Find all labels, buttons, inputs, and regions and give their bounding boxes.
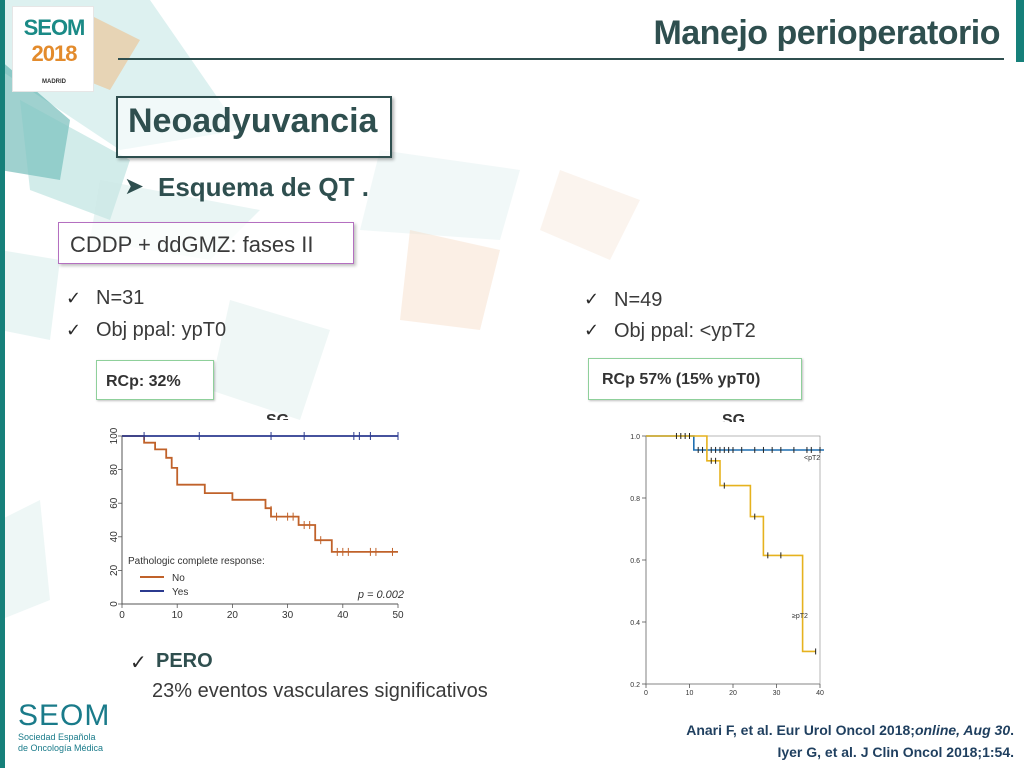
section-title-box (116, 96, 392, 158)
slide-title: Manejo perioperatorio (653, 14, 1000, 52)
scheme-text: CDDP + ddGMZ: fases II (70, 232, 314, 257)
reference-anari-end: . (1010, 722, 1014, 738)
right-plot-background (612, 422, 824, 700)
right-km-chart: 0.2 0.4 0.6 0.8 1.0 0 10 20 30 40 <pT2 ≥pT2 (630, 433, 824, 697)
arrow-bullet-icon: ➤ (124, 173, 145, 200)
y-tick-label: 20 (109, 564, 120, 576)
curve-label-ge-pt2: ≥pT2 (792, 613, 808, 620)
x-tick-label: 10 (172, 610, 184, 621)
logo-seom-text: SEOM (23, 15, 86, 40)
bullet-heading: Esquema de QT . (158, 172, 369, 202)
scheme-box (58, 222, 354, 264)
left-plot-background (92, 420, 414, 638)
x-tick-label: 10 (686, 690, 694, 697)
check-icon: ✓ (584, 289, 600, 309)
legend-label-yes: Yes (172, 587, 188, 598)
right-study-n: N=49 (614, 289, 663, 311)
left-study-objective: Obj ppal: ypT0 (96, 319, 227, 341)
reference-anari-plain: Anari F, et al. Eur Urol Oncol 2018; (686, 722, 915, 738)
axis-frame (121, 436, 398, 605)
x-tick-label: 30 (773, 690, 781, 697)
pero-heading: PERO (156, 650, 213, 672)
right-rcp-text: RCp 57% (15% ypT0) (602, 371, 761, 388)
chart-legend: Pathologic complete response: No Yes p =… (128, 556, 404, 601)
left-study-n: N=31 (96, 287, 145, 309)
chart-series (646, 433, 824, 655)
x-tick-label: 20 (729, 690, 737, 697)
left-rcp-box (96, 360, 214, 400)
km-curve-b (646, 435, 816, 653)
x-tick-label: 30 (282, 610, 294, 621)
km-curve-a (646, 435, 824, 451)
footer-society-line2: de Oncología Médica (18, 743, 104, 753)
y-tick-label: 40 (109, 531, 120, 543)
y-tick-label: 60 (109, 497, 120, 509)
legend-title: Pathologic complete response: (128, 556, 265, 567)
logo-year-text: 2018 (31, 41, 78, 66)
check-icon: ✓ (584, 320, 600, 340)
footer-society-line1: Sociedad Española (18, 732, 96, 742)
left-accent-bar (0, 0, 5, 768)
reference-iyer: Iyer G, et al. J Clin Oncol 2018;1:54. (777, 744, 1014, 760)
reference-anari-italic: online, Aug 30 (914, 722, 1011, 738)
km-curve-a (122, 435, 398, 553)
x-tick-label: 0 (119, 610, 125, 621)
chart-axes: 0.2 0.4 0.6 0.8 1.0 0 10 20 30 40 (630, 434, 824, 697)
seom-2018-logo: SEOM 2018 MADRID (12, 6, 94, 92)
curve-label-lt-pt2: <pT2 (804, 455, 820, 462)
chart-series (122, 432, 399, 556)
x-tick-label: 20 (227, 610, 239, 621)
seom-footer-logo: SEOM Sociedad Española de Oncología Médi… (18, 700, 110, 754)
left-rcp-text: RCp: 32% (106, 373, 181, 390)
x-tick-label: 40 (816, 690, 824, 697)
left-km-chart: 0 20 40 60 80 100 0 10 20 30 40 50 Pathologic compl… (109, 427, 404, 621)
y-tick-label: 0.4 (630, 620, 640, 627)
reference-anari: Anari F, et al. Eur Urol Oncol 2018;onli… (686, 722, 1014, 738)
right-accent-bar (1016, 0, 1024, 62)
section-title: Neoadyuvancia (128, 102, 378, 140)
y-tick-label: 0.8 (630, 496, 640, 503)
legend-label-no: No (172, 573, 185, 584)
check-icon: ✓ (66, 320, 82, 340)
right-study-objective: Obj ppal: <ypT2 (614, 320, 756, 342)
check-icon: ✓ (130, 652, 147, 674)
right-rcp-box (588, 358, 802, 400)
y-tick-label: 80 (109, 464, 120, 476)
x-tick-label: 40 (337, 610, 349, 621)
chart-curve-labels: <pT2 ≥pT2 (792, 455, 820, 620)
y-tick-label: 1.0 (630, 434, 640, 441)
pero-text: 23% eventos vasculares significativos (152, 680, 488, 702)
y-tick-label: 100 (109, 427, 120, 444)
title-underline (118, 58, 1004, 60)
y-tick-label: 0 (109, 601, 120, 607)
check-icon: ✓ (66, 288, 82, 308)
chart-axes: 0 20 40 60 80 100 0 10 20 30 40 50 (109, 427, 404, 621)
p-value-annotation: p = 0.002 (357, 589, 404, 601)
logo-city-text: MADRID (42, 79, 66, 85)
footer-seom-text: SEOM (18, 699, 111, 732)
axis-frame (645, 436, 820, 685)
y-tick-label: 0.6 (630, 558, 640, 565)
y-tick-label: 0.2 (630, 682, 640, 689)
x-tick-label: 50 (392, 610, 404, 621)
x-tick-label: 0 (644, 690, 648, 697)
plot-border (645, 435, 821, 685)
